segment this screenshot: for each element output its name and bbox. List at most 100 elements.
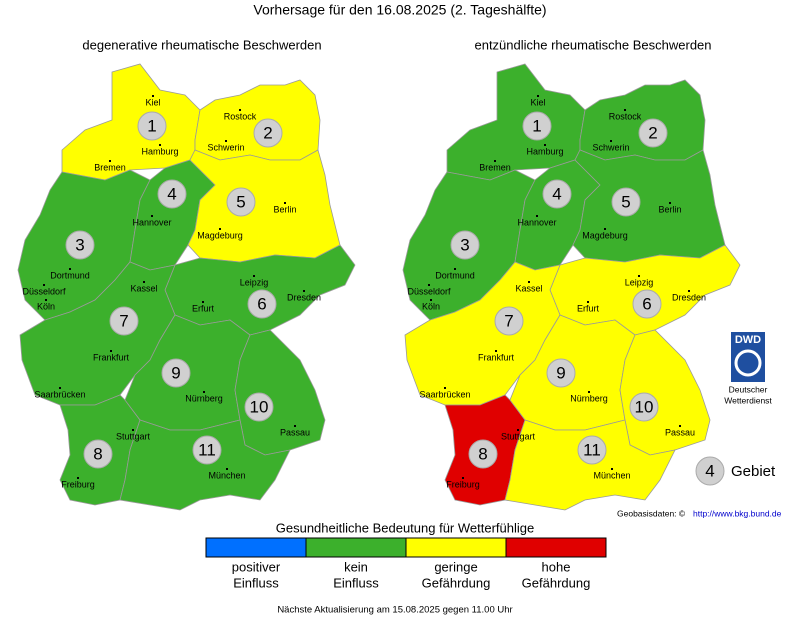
city-dot xyxy=(454,268,456,270)
city-label: Dresden xyxy=(672,292,706,302)
legend-swatch xyxy=(405,537,507,558)
region-circle xyxy=(629,392,659,422)
city-dot xyxy=(688,290,690,292)
region-number: 8 xyxy=(93,444,102,463)
city-label: Berlin xyxy=(273,204,296,214)
region-circle xyxy=(137,111,167,141)
city-label: Bremen xyxy=(479,162,511,172)
city-label: Leipzig xyxy=(240,277,269,287)
legend-label: Einfluss xyxy=(233,575,279,590)
city-dot xyxy=(679,425,681,427)
region xyxy=(119,419,291,511)
city-dot xyxy=(219,228,221,230)
city-dot xyxy=(69,268,71,270)
legend-swatch xyxy=(205,537,307,558)
city-dot xyxy=(669,202,671,204)
source-text: Geobasisdaten: © xyxy=(617,508,686,518)
logo-abbr: DWD xyxy=(735,334,761,346)
city-dot xyxy=(202,301,204,303)
region-circle xyxy=(161,358,191,388)
city-dot xyxy=(624,109,626,111)
city-dot xyxy=(226,468,228,470)
city-dot xyxy=(638,275,640,277)
region-number: 1 xyxy=(147,116,156,135)
city-label: München xyxy=(593,470,630,480)
city-dot xyxy=(544,144,546,146)
city-dot xyxy=(152,95,154,97)
city-dot xyxy=(284,202,286,204)
region-number: 2 xyxy=(263,123,272,142)
city-label: Erfurt xyxy=(577,303,600,313)
city-dot xyxy=(495,350,497,352)
region xyxy=(61,63,201,181)
city-label: Freiburg xyxy=(446,479,480,489)
city-dot xyxy=(611,468,613,470)
city-dot xyxy=(45,299,47,301)
region-circle xyxy=(468,439,498,469)
city-dot xyxy=(203,391,205,393)
city-dot xyxy=(494,160,496,162)
region-number: 9 xyxy=(556,363,565,382)
logo-swirl xyxy=(734,349,762,377)
region-circle xyxy=(157,179,187,209)
city-dot xyxy=(303,290,305,292)
city-label: Magdeburg xyxy=(197,230,243,240)
key-circle xyxy=(695,456,725,486)
logo-line: Deutscher xyxy=(729,384,768,394)
region-circle xyxy=(450,230,480,260)
city-dot xyxy=(537,95,539,97)
city-label: Schwerin xyxy=(207,142,244,152)
legend-label: kein xyxy=(344,559,368,574)
city-label: Kiel xyxy=(530,97,545,107)
map-title: entzündliche rheumatische Beschwerden xyxy=(474,37,711,52)
city-dot xyxy=(77,477,79,479)
city-label: Kassel xyxy=(130,283,157,293)
region-circle xyxy=(247,289,277,319)
map: entzündliche rheumatische Beschwerden Kie… xyxy=(402,37,741,511)
city-label: Düsseldorf xyxy=(407,286,451,296)
city-dot xyxy=(294,425,296,427)
legend-swatch xyxy=(305,537,407,558)
source-link[interactable]: http://www.bkg.bund.de xyxy=(693,508,782,518)
region-number: 1 xyxy=(532,116,541,135)
region-number: 3 xyxy=(460,235,469,254)
city-dot xyxy=(109,160,111,162)
legend-label: Gefährdung xyxy=(522,575,591,590)
city-dot xyxy=(143,281,145,283)
map: degenerative rheumatische Beschwerden Kie… xyxy=(17,37,356,511)
city-label: Schwerin xyxy=(592,142,629,152)
region-number: 6 xyxy=(642,294,651,313)
city-label: Frankfurt xyxy=(478,352,515,362)
region-number: 7 xyxy=(504,311,513,330)
region-circle xyxy=(542,179,572,209)
city-label: Hamburg xyxy=(141,146,178,156)
region-circle xyxy=(577,435,607,465)
region-circle xyxy=(65,230,95,260)
city-label: Dresden xyxy=(287,292,321,302)
title: Vorhersage für den 16.08.2025 (2. Tagesh… xyxy=(253,2,546,18)
key-number: 4 xyxy=(705,461,714,480)
region-circle xyxy=(611,187,641,217)
legend-label: Gefährdung xyxy=(422,575,491,590)
region-circle xyxy=(632,289,662,319)
city-label: Dortmund xyxy=(435,270,475,280)
city-label: Saarbrücken xyxy=(34,389,85,399)
region-number: 6 xyxy=(257,294,266,313)
city-label: Saarbrücken xyxy=(419,389,470,399)
region xyxy=(446,63,586,181)
city-label: Dortmund xyxy=(50,270,90,280)
legend-label: hohe xyxy=(542,559,571,574)
city-label: München xyxy=(208,470,245,480)
city-dot xyxy=(604,228,606,230)
region-number: 4 xyxy=(552,184,561,203)
city-dot xyxy=(536,215,538,217)
city-label: Passau xyxy=(665,427,695,437)
key-label: Gebiet xyxy=(731,463,776,480)
city-dot xyxy=(428,284,430,286)
region xyxy=(187,149,341,263)
city-label: Leipzig xyxy=(625,277,654,287)
city-label: Rostock xyxy=(609,111,642,121)
region-circle xyxy=(546,358,576,388)
region-number: 11 xyxy=(198,440,216,459)
